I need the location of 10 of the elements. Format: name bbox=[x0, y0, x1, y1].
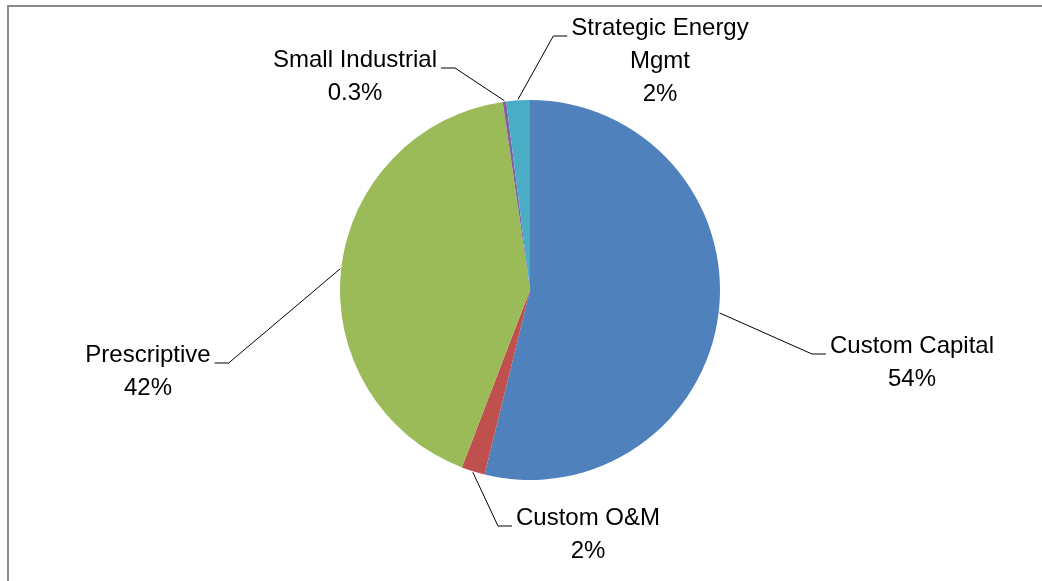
slice-label: Prescriptive bbox=[85, 339, 211, 367]
data-label: 42% bbox=[123, 372, 173, 400]
slice-label: Strategic Energy Mgmt bbox=[571, 12, 749, 73]
data-label: 54% bbox=[887, 363, 937, 391]
data-label: 2% bbox=[642, 78, 678, 106]
slice-label: Custom O&M bbox=[515, 502, 661, 530]
slice-label: Small Industrial bbox=[272, 44, 438, 72]
data-label: 0.3% bbox=[327, 77, 383, 105]
data-label: 2% bbox=[570, 535, 606, 563]
slice-label: Custom Capital bbox=[829, 330, 995, 358]
